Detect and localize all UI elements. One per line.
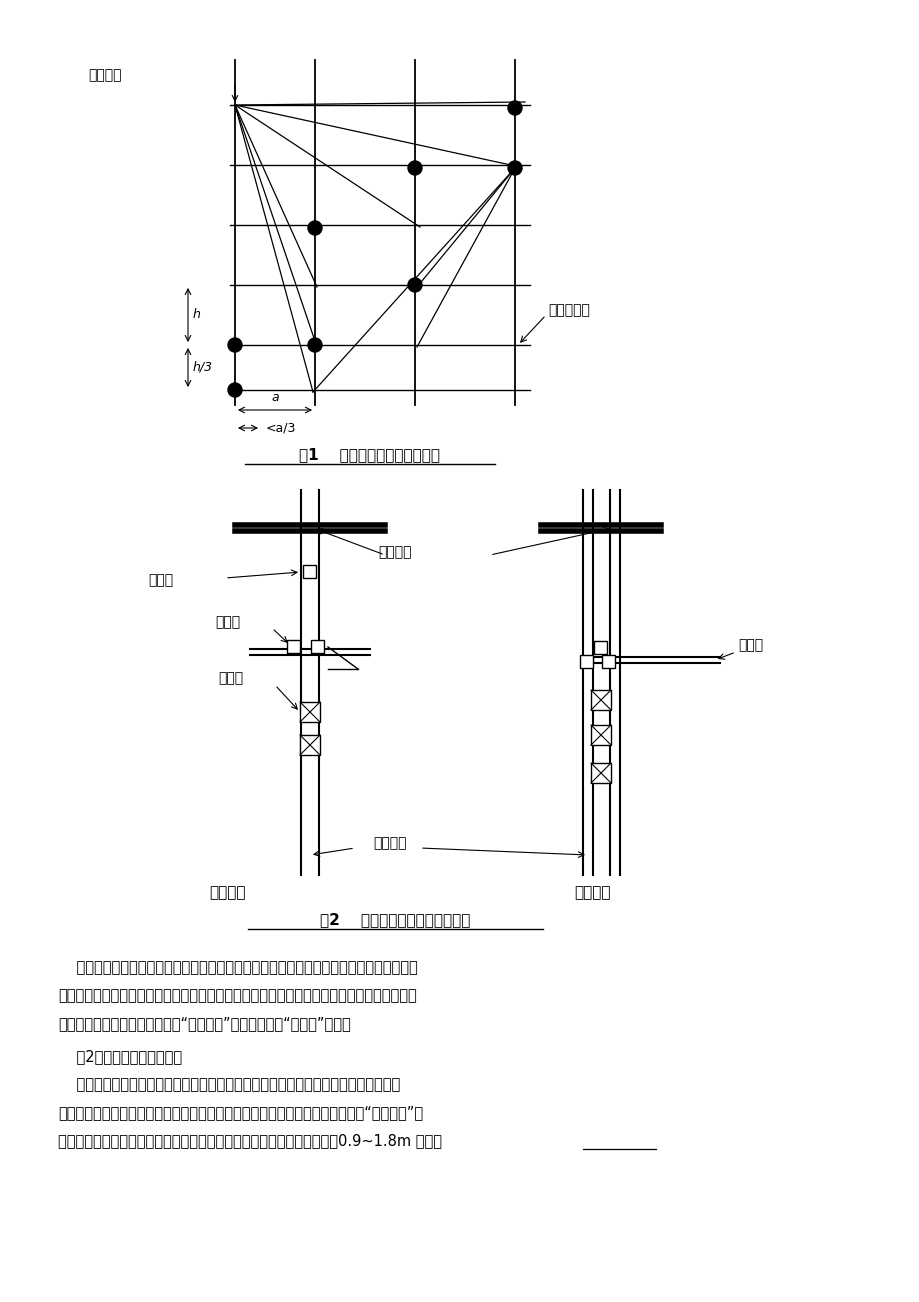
Text: 图1    立杆、大横杆的接头位置: 图1 立杆、大横杆的接头位置 xyxy=(300,448,440,462)
Bar xyxy=(300,736,320,755)
Text: h: h xyxy=(193,309,200,322)
Text: 距设置；当中部有加强层或支架很高、使其轴向力沿高度的变化较大时，可承受“下小上大”的: 距设置；当中部有加强层或支架很高、使其轴向力沿高度的变化较大时，可承受“下小上大… xyxy=(58,1105,423,1120)
Bar xyxy=(287,641,301,654)
Bar xyxy=(594,642,607,655)
Text: 立杆接头: 立杆接头 xyxy=(88,68,121,82)
Text: 大横杆接头: 大横杆接头 xyxy=(548,303,589,316)
Bar xyxy=(590,725,610,745)
Text: 双杆联接: 双杆联接 xyxy=(574,885,610,901)
Text: 单杆相接: 单杆相接 xyxy=(210,885,246,901)
Bar xyxy=(580,655,593,668)
Circle shape xyxy=(507,102,521,115)
Text: 直角扣: 直角扣 xyxy=(215,615,240,629)
Text: <a/3: <a/3 xyxy=(266,422,296,435)
Circle shape xyxy=(507,161,521,174)
Bar xyxy=(312,641,324,654)
Text: （2）立杆步距的设计要求: （2）立杆步距的设计要求 xyxy=(58,1049,182,1064)
Text: 当架体构造荷载（自重）在立杆不同高度段所引起的轴向力变化不大时，可承受等步: 当架体构造荷载（自重）在立杆不同高度段所引起的轴向力变化不大时，可承受等步 xyxy=(58,1077,400,1092)
Circle shape xyxy=(407,279,422,292)
Circle shape xyxy=(407,161,422,174)
Text: 变步距设计，但步距的变化亦不宜过多。一般状况下，模板支架的步距以0.9~1.8m 为宜，: 变步距设计，但步距的变化亦不宜过多。一般状况下，模板支架的步距以0.9~1.8m… xyxy=(58,1133,441,1148)
Bar xyxy=(300,702,320,723)
Text: 不同的立杆间距，但只宜在一个方向变距、而另一个方向不变距，以确保水平杆件的连续设置: 不同的立杆间距，但只宜在一个方向变距、而另一个方向不变距，以确保水平杆件的连续设… xyxy=(58,988,416,1003)
Bar xyxy=(602,655,615,668)
Text: 上单立杆: 上单立杆 xyxy=(378,546,411,559)
Text: 图2    单立杆和双立杆的联接方式: 图2 单立杆和双立杆的联接方式 xyxy=(320,913,470,927)
Text: a: a xyxy=(271,392,278,405)
Circle shape xyxy=(228,339,242,352)
Text: 要求。此外，还有承受粗钢管的“劲性立柱”和粗大钢管的“救命柱”作法。: 要求。此外，还有承受粗钢管的“劲性立柱”和粗大钢管的“救命柱”作法。 xyxy=(58,1016,350,1031)
Bar xyxy=(590,763,610,783)
Text: h/3: h/3 xyxy=(193,361,213,374)
Text: 对接扣: 对接扣 xyxy=(148,573,173,587)
Text: 下双立杆: 下双立杆 xyxy=(373,836,406,850)
Circle shape xyxy=(228,383,242,397)
Text: 大横杆: 大横杆 xyxy=(737,638,762,652)
Text: 回转扣: 回转扣 xyxy=(218,671,243,685)
Bar xyxy=(303,565,316,578)
Circle shape xyxy=(308,221,322,234)
Bar xyxy=(590,690,610,710)
Circle shape xyxy=(308,339,322,352)
Text: 方向的双杆布置，以适应水平杆的设置要求；当梁板荷载相差较大时，梁下和板下可承受: 方向的双杆布置，以适应水平杆的设置要求；当梁板荷载相差较大时，梁下和板下可承受 xyxy=(58,960,417,975)
